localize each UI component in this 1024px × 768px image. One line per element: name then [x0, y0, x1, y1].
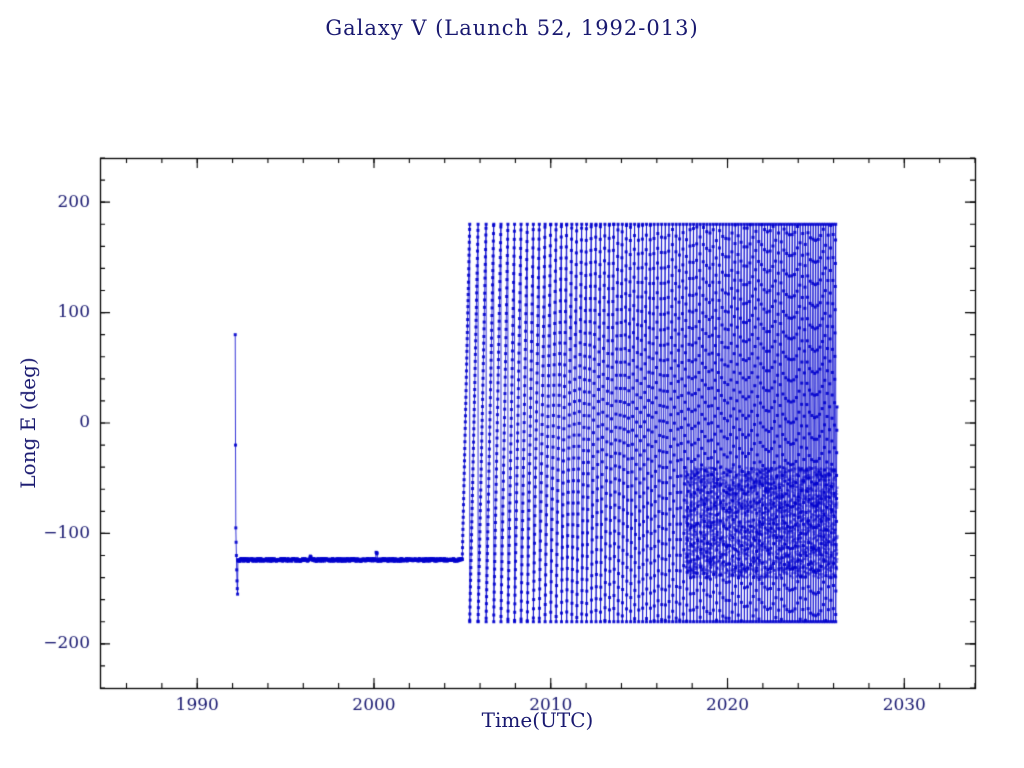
x-axis-label: Time(UTC): [481, 708, 594, 732]
y-axis-label: Long E (deg): [16, 357, 40, 489]
chart-title: Galaxy V (Launch 52, 1992-013): [325, 16, 699, 40]
